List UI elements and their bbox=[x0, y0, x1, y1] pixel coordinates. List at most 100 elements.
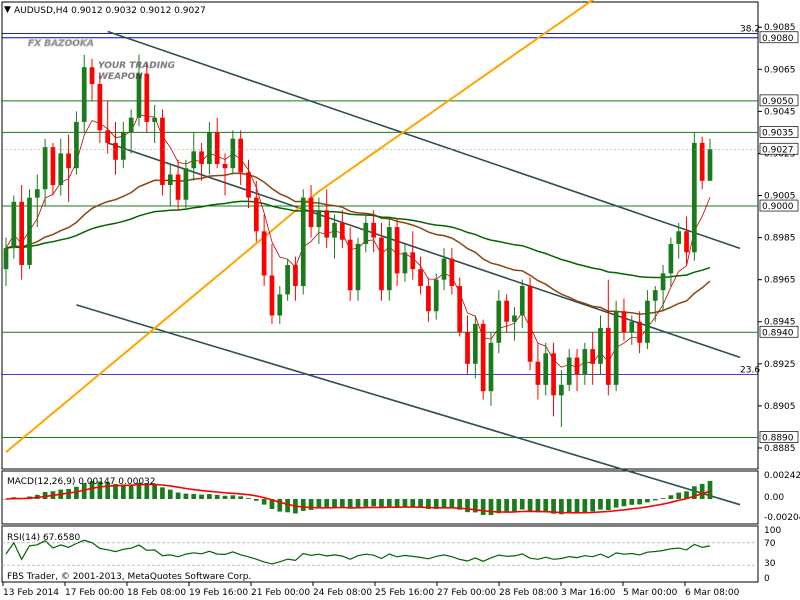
macd-histogram-bar bbox=[418, 499, 423, 508]
candle-body bbox=[19, 201, 24, 265]
mid-moving-average-line bbox=[5, 172, 711, 315]
candle-body bbox=[300, 197, 306, 286]
candle-body bbox=[105, 130, 111, 143]
logo-brand: FX BAZOOKA bbox=[28, 39, 94, 49]
candle-body bbox=[128, 117, 134, 133]
candle-body bbox=[371, 222, 376, 238]
macd-histogram-bar bbox=[676, 492, 682, 499]
candle-body bbox=[340, 222, 345, 240]
candle-body bbox=[668, 243, 674, 274]
candle-body bbox=[465, 332, 470, 364]
x-tick-label: 3 Mar 16:00 bbox=[561, 588, 616, 598]
macd-histogram-bar bbox=[253, 499, 259, 501]
candle-body bbox=[207, 132, 212, 164]
x-tick-label: 6 Mar 08:00 bbox=[685, 588, 740, 598]
macd-histogram-bar bbox=[496, 499, 502, 514]
level-price-label-box bbox=[759, 126, 799, 138]
candle-body bbox=[386, 227, 392, 291]
macd-histogram-bar bbox=[285, 499, 290, 513]
macd-histogram-bar bbox=[449, 499, 455, 508]
candle-body bbox=[441, 258, 447, 280]
macd-signal-line bbox=[5, 483, 711, 514]
fib-level-label: 38.2 bbox=[740, 25, 760, 35]
macd-histogram-bar bbox=[645, 499, 650, 503]
level-price-label-box bbox=[759, 431, 799, 443]
candle-body bbox=[3, 248, 9, 270]
candle-body bbox=[355, 243, 361, 291]
macd-histogram-bar bbox=[308, 499, 314, 510]
macd-histogram-bar bbox=[120, 484, 126, 499]
macd-histogram-bar bbox=[613, 499, 619, 508]
candle-body bbox=[277, 294, 283, 316]
macd-histogram-bar bbox=[81, 483, 87, 499]
candle-body bbox=[519, 285, 525, 316]
macd-histogram-bar bbox=[347, 499, 353, 509]
macd-histogram-bar bbox=[269, 499, 275, 510]
level-price-label: 0.9080 bbox=[762, 34, 794, 44]
macd-histogram-bar bbox=[652, 499, 658, 501]
candle-body bbox=[144, 73, 150, 122]
candle-body bbox=[535, 361, 541, 385]
macd-histogram-bar bbox=[433, 499, 439, 509]
macd-histogram-bar bbox=[332, 499, 337, 508]
macd-histogram-bar bbox=[410, 499, 416, 507]
candle-body bbox=[504, 300, 509, 322]
macd-histogram-bar bbox=[207, 494, 212, 499]
macd-histogram-bar bbox=[692, 486, 697, 499]
macd-histogram-bar bbox=[519, 499, 525, 510]
axis-layer: 0.90850.90650.90450.90250.90050.89850.89… bbox=[2, 23, 800, 598]
macd-histogram-bar bbox=[660, 498, 666, 499]
y-tick-label: 0.8945 bbox=[764, 318, 796, 328]
macd-histogram-bar bbox=[136, 482, 142, 499]
candle-body bbox=[167, 174, 173, 186]
candle-body bbox=[645, 300, 650, 343]
candle-body bbox=[426, 285, 431, 312]
macd-histogram-bar bbox=[465, 499, 470, 513]
candle-body bbox=[527, 285, 533, 362]
candle-body bbox=[58, 153, 64, 186]
macd-histogram-bar bbox=[379, 499, 384, 508]
macd-histogram-bar bbox=[457, 499, 463, 510]
candle-body bbox=[152, 117, 157, 122]
candle-body bbox=[293, 264, 298, 286]
candle-body bbox=[660, 273, 666, 291]
x-tick-label: 25 Feb 16:00 bbox=[375, 588, 434, 598]
macd-histogram-bar bbox=[199, 494, 204, 499]
macd-histogram-bar bbox=[582, 499, 588, 513]
level-price-label: 0.8940 bbox=[762, 328, 794, 338]
macd-histogram-bar bbox=[402, 499, 408, 507]
macd-histogram-bar bbox=[167, 489, 173, 499]
candle-body bbox=[253, 197, 259, 232]
macd-histogram-bar bbox=[488, 499, 494, 516]
macd-histogram-bar bbox=[637, 499, 642, 505]
level-price-label: 0.9050 bbox=[762, 97, 794, 107]
rsi-tick-label: 30 bbox=[764, 559, 776, 569]
menu-dropdown-icon[interactable]: ▼ bbox=[4, 5, 11, 15]
macd-histogram-bar bbox=[707, 481, 713, 499]
macd-histogram-bar bbox=[480, 499, 486, 516]
candle-body bbox=[347, 239, 353, 291]
candle-body bbox=[621, 311, 627, 333]
macd-histogram-bar bbox=[277, 499, 283, 512]
candle-body bbox=[183, 168, 189, 200]
macd-histogram-bar bbox=[551, 499, 556, 514]
macd-histogram-bar bbox=[629, 499, 635, 505]
x-tick-label: 28 Feb 08:00 bbox=[499, 588, 558, 598]
rsi-tick-label: 70 bbox=[764, 539, 776, 549]
macd-histogram-bar bbox=[512, 499, 517, 512]
macd-histogram-bar bbox=[605, 499, 611, 511]
current-price-label-box bbox=[759, 142, 799, 155]
candle-body bbox=[246, 172, 251, 198]
macd-histogram-bar bbox=[3, 499, 9, 500]
y-tick-label: 0.9045 bbox=[764, 107, 796, 117]
candle-body bbox=[433, 279, 439, 312]
macd-histogram-bar bbox=[559, 499, 564, 515]
candle-body bbox=[551, 353, 556, 396]
macd-layer bbox=[3, 481, 713, 516]
candle-body bbox=[613, 311, 619, 385]
candle-body bbox=[637, 321, 642, 343]
candle-body bbox=[97, 84, 103, 131]
macd-histogram-bar bbox=[355, 499, 361, 509]
y-tick-label: 0.9065 bbox=[764, 65, 796, 75]
